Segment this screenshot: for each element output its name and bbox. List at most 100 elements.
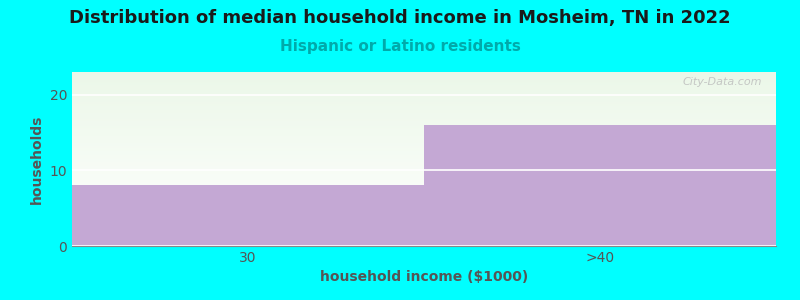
Bar xyxy=(72,140,776,141)
Bar xyxy=(72,90,776,91)
Bar xyxy=(72,107,776,108)
Bar xyxy=(72,204,776,205)
Bar xyxy=(72,137,776,138)
Bar xyxy=(72,202,776,203)
Bar xyxy=(72,158,776,159)
Bar xyxy=(72,171,776,172)
Bar xyxy=(72,154,776,155)
Bar xyxy=(72,136,776,137)
Bar xyxy=(72,182,776,183)
Bar xyxy=(72,216,776,217)
Bar xyxy=(72,150,776,151)
Bar xyxy=(72,94,776,95)
Bar xyxy=(72,159,776,160)
Bar xyxy=(72,166,776,167)
Bar xyxy=(72,234,776,235)
Bar xyxy=(72,93,776,94)
Bar xyxy=(72,185,424,246)
Bar xyxy=(72,229,776,230)
Bar xyxy=(72,119,776,120)
Bar xyxy=(72,106,776,107)
Bar xyxy=(72,244,776,245)
Bar xyxy=(72,146,776,147)
X-axis label: household income ($1000): household income ($1000) xyxy=(320,270,528,284)
Bar xyxy=(72,238,776,239)
Y-axis label: households: households xyxy=(30,114,44,204)
Bar xyxy=(72,98,776,99)
Bar xyxy=(72,212,776,213)
Bar xyxy=(72,191,776,192)
Bar xyxy=(72,215,776,216)
Bar xyxy=(72,179,776,180)
Bar xyxy=(72,149,776,150)
Bar xyxy=(72,152,776,153)
Bar xyxy=(72,194,776,195)
Bar xyxy=(72,175,776,176)
Bar xyxy=(72,117,776,118)
Bar xyxy=(72,180,776,181)
Bar xyxy=(72,208,776,209)
Bar xyxy=(72,240,776,241)
Bar xyxy=(72,174,776,175)
Bar xyxy=(72,126,776,127)
Bar xyxy=(72,104,776,105)
Bar xyxy=(72,144,776,145)
Bar xyxy=(72,129,776,130)
Bar xyxy=(72,209,776,210)
Bar xyxy=(72,112,776,113)
Bar xyxy=(72,91,776,92)
Bar xyxy=(72,141,776,142)
Bar xyxy=(72,243,776,244)
Bar xyxy=(72,224,776,225)
Text: City-Data.com: City-Data.com xyxy=(682,77,762,87)
Bar xyxy=(72,207,776,208)
Bar xyxy=(72,228,776,229)
Bar xyxy=(72,185,776,186)
Bar xyxy=(72,105,776,106)
Bar xyxy=(72,227,776,228)
Bar xyxy=(72,79,776,80)
Bar xyxy=(72,169,776,170)
Bar xyxy=(72,176,776,177)
Bar xyxy=(72,236,776,237)
Bar xyxy=(72,169,776,170)
Bar xyxy=(72,101,776,102)
Bar xyxy=(72,74,776,75)
Bar xyxy=(72,190,776,191)
Bar xyxy=(72,214,776,215)
Bar xyxy=(72,170,776,171)
Bar xyxy=(72,201,776,202)
Bar xyxy=(72,108,776,109)
Bar xyxy=(72,192,776,193)
Bar xyxy=(72,85,776,86)
Bar xyxy=(72,241,776,242)
Bar xyxy=(72,109,776,110)
Bar xyxy=(72,122,776,123)
Bar xyxy=(72,134,776,135)
Bar xyxy=(72,221,776,222)
Bar xyxy=(72,206,776,207)
Bar xyxy=(72,162,776,163)
Bar xyxy=(72,113,776,114)
Bar xyxy=(72,116,776,117)
Bar xyxy=(72,242,776,243)
Bar xyxy=(72,187,776,188)
Bar xyxy=(72,95,776,96)
Bar xyxy=(72,188,776,189)
Bar xyxy=(72,177,776,178)
Bar xyxy=(72,118,776,119)
Bar xyxy=(72,110,776,111)
Bar xyxy=(72,218,776,219)
Bar xyxy=(72,75,776,76)
Bar xyxy=(72,239,776,240)
Bar xyxy=(72,84,776,85)
Bar xyxy=(72,142,776,143)
Bar xyxy=(72,196,776,197)
Bar xyxy=(72,217,776,218)
Bar xyxy=(72,189,776,190)
Bar xyxy=(72,97,776,98)
Bar xyxy=(72,82,776,83)
Bar xyxy=(72,77,776,78)
Bar xyxy=(72,199,776,200)
Bar xyxy=(72,83,776,84)
